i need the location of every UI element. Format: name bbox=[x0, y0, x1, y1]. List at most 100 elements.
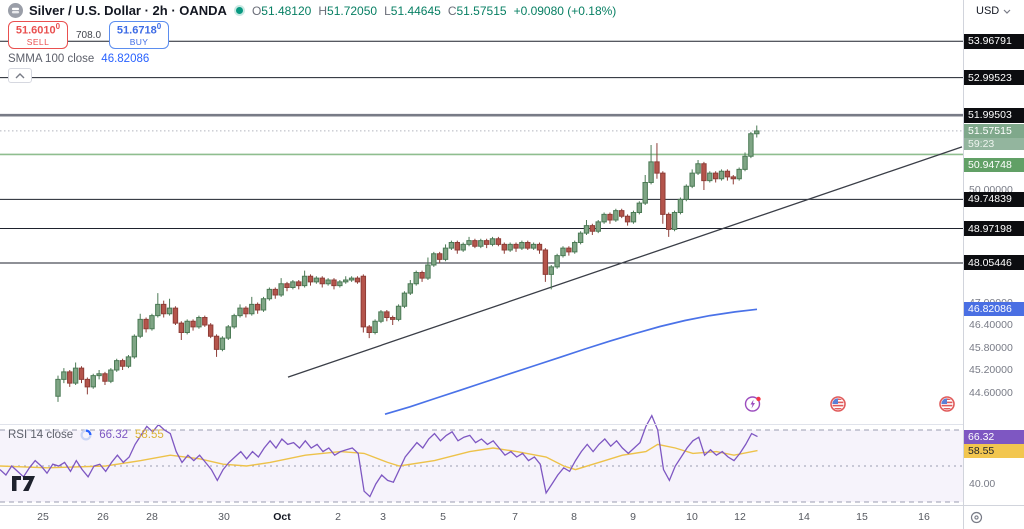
candle-body bbox=[72, 367, 79, 384]
candle-body bbox=[307, 275, 314, 283]
time-axis-label: 10 bbox=[686, 511, 698, 523]
rsi-line bbox=[0, 414, 758, 498]
legend-collapse-button[interactable] bbox=[8, 68, 32, 83]
ohlc-low-value: 51.44645 bbox=[390, 3, 441, 18]
candle-body bbox=[114, 360, 120, 371]
candle-body bbox=[178, 322, 185, 333]
time-axis-label: 8 bbox=[571, 511, 577, 523]
candle-body bbox=[348, 277, 355, 281]
candle-body bbox=[237, 307, 243, 317]
candle-body bbox=[325, 279, 331, 285]
candle-body bbox=[55, 378, 61, 397]
us-economic-event-icon[interactable] bbox=[938, 395, 956, 413]
candle-body bbox=[583, 225, 590, 234]
candle-body bbox=[67, 371, 73, 384]
candle-body bbox=[301, 275, 308, 287]
time-axis-label: 9 bbox=[630, 511, 636, 523]
green-level-label[interactable]: 50.94748 bbox=[964, 158, 1024, 173]
time-axis[interactable]: 25 26 28 30 Oct 2 3 5 7 8 9 10 12 14 15 16 bbox=[0, 506, 963, 529]
candle-body bbox=[660, 172, 666, 215]
ohlc-values: O51.48120 H51.72050 L51.44645 C51.57515 … bbox=[252, 4, 616, 18]
price-level-label[interactable]: 53.96791 bbox=[964, 33, 1024, 49]
price-axis-divider bbox=[963, 0, 964, 529]
ohlc-low-label: L bbox=[384, 3, 391, 18]
chevron-up-icon bbox=[15, 72, 25, 78]
candle-body bbox=[601, 213, 607, 223]
candle-body bbox=[607, 213, 613, 221]
candle-body bbox=[489, 238, 496, 245]
candle-body bbox=[96, 373, 102, 377]
buy-button[interactable]: 51.67180 BUY bbox=[109, 21, 170, 49]
candle-body bbox=[78, 367, 85, 380]
sell-pip-digit: 0 bbox=[55, 22, 61, 32]
chart-canvas[interactable] bbox=[0, 0, 963, 505]
rsi-indicator-legend[interactable]: RSI 14 close 66.32 58.55 bbox=[8, 429, 164, 441]
candle-body bbox=[360, 275, 367, 328]
ohlc-open-label: O bbox=[251, 3, 262, 18]
time-axis-label: 15 bbox=[856, 511, 868, 523]
candle-body bbox=[419, 272, 425, 279]
candle-body bbox=[454, 242, 460, 251]
candle-body bbox=[137, 318, 143, 337]
timezone-settings-icon[interactable] bbox=[970, 511, 983, 529]
candle-body bbox=[184, 320, 190, 333]
price-level-label[interactable]: 49.74839 bbox=[964, 191, 1024, 207]
news-flash-icon[interactable] bbox=[744, 395, 762, 413]
candle-body bbox=[231, 315, 237, 328]
price-level-label[interactable]: 48.97198 bbox=[964, 221, 1024, 237]
candle-body bbox=[313, 277, 320, 283]
price-level-label[interactable]: 51.99503 bbox=[964, 107, 1024, 123]
price-level-label[interactable]: 48.05446 bbox=[964, 255, 1024, 271]
candle-body bbox=[337, 281, 343, 287]
smma-indicator-legend[interactable]: SMMA 100 close 46.82086 bbox=[8, 53, 149, 65]
candle-body bbox=[84, 378, 91, 388]
candle-body bbox=[160, 303, 167, 315]
time-axis-label: 25 bbox=[37, 511, 49, 523]
candle-body bbox=[119, 360, 126, 367]
us-economic-event-icon[interactable] bbox=[829, 395, 847, 413]
candle-body bbox=[542, 249, 549, 275]
price-level-label[interactable]: 52.99523 bbox=[964, 70, 1024, 86]
candle-body bbox=[724, 170, 731, 178]
time-axis-label: 26 bbox=[97, 511, 109, 523]
candle-body bbox=[754, 130, 760, 135]
time-axis-label: 16 bbox=[918, 511, 930, 523]
tradingview-logo[interactable] bbox=[11, 475, 37, 492]
candle-body bbox=[243, 307, 249, 315]
sell-label: SELL bbox=[26, 37, 50, 48]
candle-body bbox=[613, 210, 619, 221]
candle-body bbox=[190, 320, 196, 328]
price-axis[interactable]: 50.0000047.0000046.4000045.8000045.20000… bbox=[964, 0, 1024, 505]
candle-body bbox=[272, 288, 278, 296]
ohlc-open-value: 51.48120 bbox=[261, 3, 312, 18]
symbol-title[interactable]: Silver / U.S. Dollar · 2h · OANDA bbox=[29, 3, 227, 18]
candle-body bbox=[131, 335, 138, 358]
candle-body bbox=[665, 213, 672, 230]
candle-body bbox=[254, 303, 261, 311]
sell-price: 51.6010 bbox=[15, 25, 56, 38]
candle-body bbox=[436, 253, 443, 260]
candle-body bbox=[566, 247, 572, 253]
candle-body bbox=[548, 266, 554, 275]
spread-value: 708.0 bbox=[76, 29, 102, 41]
sell-button[interactable]: 51.60100 SELL bbox=[8, 21, 68, 49]
candle-body bbox=[225, 326, 231, 339]
rsi-ma-line bbox=[0, 443, 758, 471]
trade-panel: 51.60100 SELL 708.0 51.67180 BUY bbox=[8, 21, 170, 49]
candle-body bbox=[472, 240, 478, 247]
currency-selector[interactable]: USD bbox=[976, 5, 1011, 17]
time-axis-divider bbox=[0, 505, 1024, 506]
candle-body bbox=[202, 317, 208, 326]
buy-pip-digit: 0 bbox=[156, 22, 162, 32]
pane-divider[interactable] bbox=[0, 424, 963, 425]
candle-body bbox=[630, 212, 637, 223]
market-status-dot-icon[interactable] bbox=[235, 7, 243, 14]
rsi-ma-value: 58.55 bbox=[134, 429, 164, 441]
candle-body bbox=[196, 317, 202, 328]
candle-body bbox=[249, 303, 255, 315]
candle-body bbox=[460, 243, 466, 251]
candle-body bbox=[577, 232, 584, 243]
candle-body bbox=[143, 318, 149, 330]
candle-body bbox=[718, 170, 725, 180]
